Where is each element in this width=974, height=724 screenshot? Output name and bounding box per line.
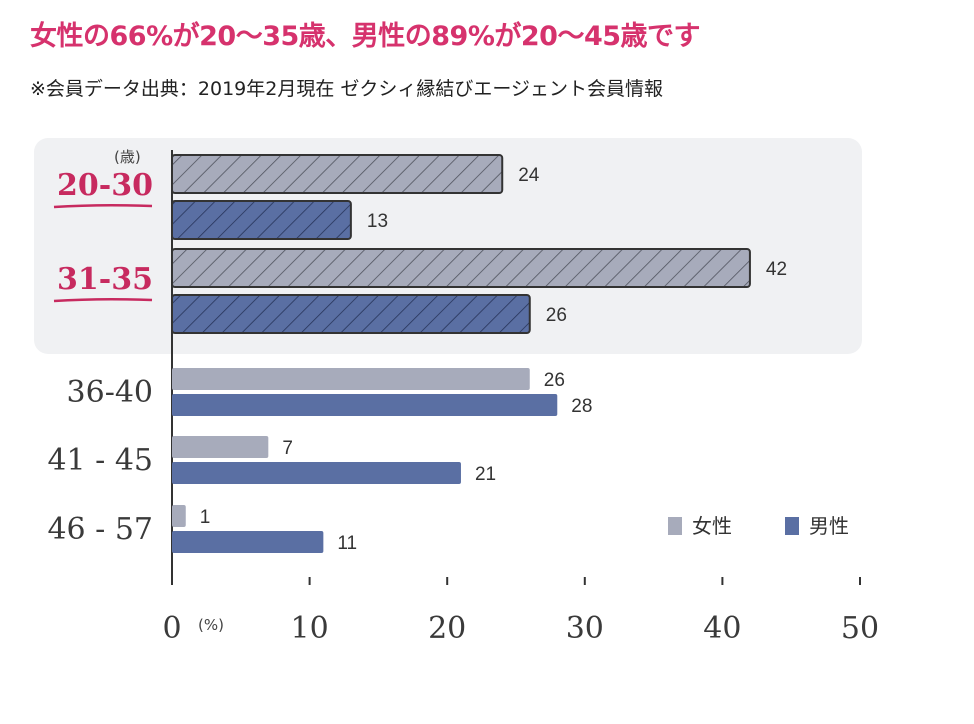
- x-unit-label: (%): [198, 616, 224, 634]
- category-label: 41 - 45: [47, 443, 153, 478]
- data-label: 7: [282, 438, 293, 459]
- chart-headline: 女性の66%が20〜35歳、男性の89%が20〜45歳です: [30, 21, 701, 52]
- bar-female: [171, 154, 504, 194]
- data-label: 24: [518, 165, 540, 186]
- category-underline: [53, 297, 153, 303]
- bar-female: [172, 368, 530, 390]
- category-label: 46 - 57: [47, 512, 153, 547]
- data-source-note: ※会員データ出典：2019年2月現在 ゼクシィ縁結びエージェント会員情報: [30, 78, 664, 100]
- bar-male: [171, 294, 531, 334]
- data-label: 11: [337, 533, 357, 554]
- x-tick-label: 0: [162, 611, 181, 646]
- category-underline: [53, 203, 153, 209]
- legend-label: 男性: [809, 514, 849, 538]
- x-tick-label: 20: [428, 611, 466, 646]
- legend-label: 女性: [692, 514, 732, 538]
- x-tick-label: 10: [291, 611, 329, 646]
- bar-female: [171, 248, 751, 288]
- bar-male: [172, 394, 558, 416]
- category-label: 36-40: [67, 375, 153, 410]
- bar-female: [172, 436, 269, 458]
- category-label: 20-30: [57, 168, 153, 203]
- y-unit-label: (歳): [114, 148, 141, 166]
- data-label: 21: [475, 464, 496, 485]
- legend-swatch: [668, 517, 682, 535]
- bar-female: [172, 505, 186, 527]
- x-tick-label: 50: [841, 611, 879, 646]
- data-label: 42: [766, 259, 787, 280]
- data-label: 26: [544, 370, 565, 391]
- x-tick-label: 40: [703, 611, 741, 646]
- legend-swatch: [785, 517, 799, 535]
- data-label: 13: [367, 211, 388, 232]
- data-label: 1: [200, 507, 211, 528]
- data-label: 26: [546, 305, 567, 326]
- bar-male: [171, 200, 352, 240]
- bar-male: [172, 531, 324, 553]
- bar-male: [172, 462, 461, 484]
- category-label: 31-35: [57, 262, 153, 297]
- data-label: 28: [571, 396, 592, 417]
- x-tick-label: 30: [566, 611, 604, 646]
